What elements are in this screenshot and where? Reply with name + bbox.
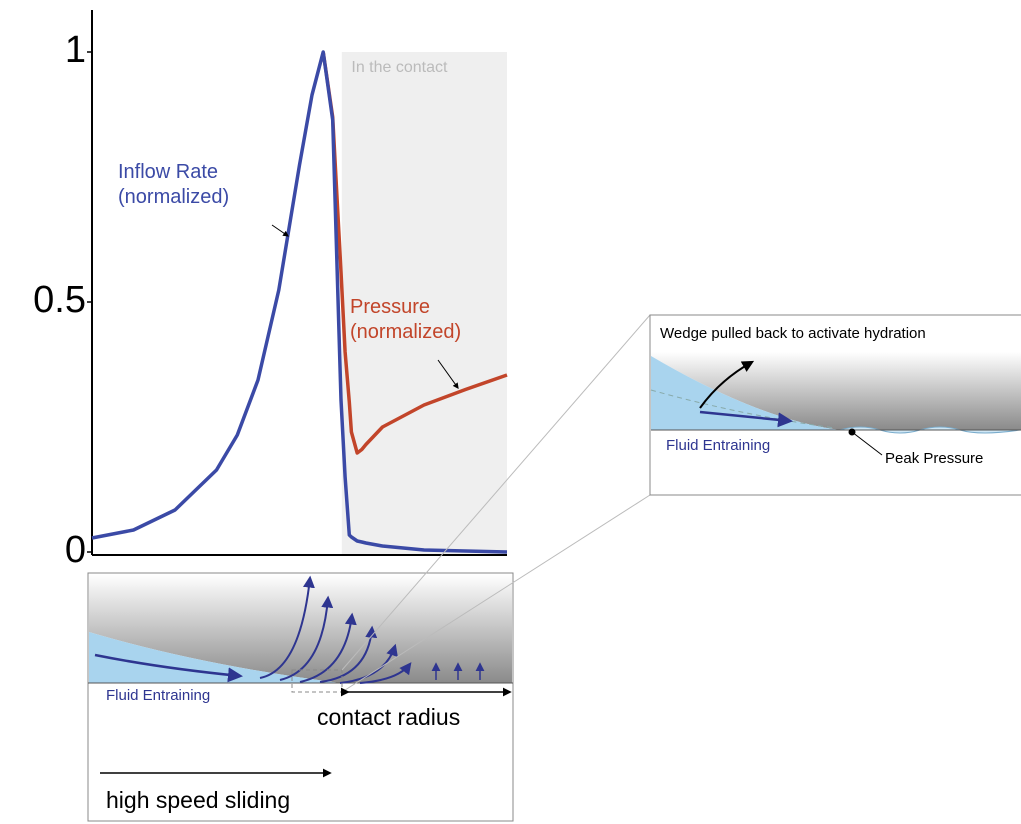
radius-label: contact radius: [317, 704, 460, 730]
zoom-box: [291, 669, 343, 693]
zoom-line: [341, 494, 651, 693]
series-line: [91, 50, 508, 554]
sliding-diagram: Fluid Entraining contact radius high spe…: [87, 314, 651, 822]
peak-label: Peak Pressure: [885, 450, 983, 467]
series-label: Pressure (normalized): [350, 296, 462, 343]
y-tick-label: 1: [65, 29, 86, 71]
zoom-line: [341, 314, 651, 671]
flow-arrow: [299, 612, 357, 683]
flow-arrow: [279, 595, 334, 681]
wedge-line: [650, 389, 836, 429]
label-pointer: [437, 359, 459, 389]
inset-title: Wedge pulled back to activate hydration: [660, 325, 926, 342]
flow-arrow: [359, 662, 412, 684]
fluid: [89, 632, 340, 683]
region-label: In the contact: [351, 59, 448, 76]
y-tick-label: 0: [65, 529, 86, 571]
flow-arrow: [94, 653, 243, 683]
fluid: [651, 356, 840, 430]
label-pointer: [271, 224, 289, 237]
series-label: Inflow Rate (normalized): [118, 161, 230, 208]
wedge-arrow: [699, 360, 755, 409]
flow-arrow: [339, 643, 398, 684]
motion-label: high speed sliding: [106, 787, 290, 813]
plot-area: In the contact 0 0.5 1: [33, 10, 508, 571]
inset: Wedge pulled back to activate hydration …: [649, 314, 1021, 496]
flow-arrow: [259, 575, 315, 679]
series-line: [321, 51, 508, 455]
fluid-label: Fluid Entraining: [666, 437, 770, 454]
flow-arrow: [699, 410, 793, 428]
contact-region: [341, 52, 507, 555]
y-tick-label: 0.5: [33, 279, 86, 321]
fluid-label: Fluid Entraining: [106, 687, 210, 704]
peak-pointer: [851, 431, 883, 456]
